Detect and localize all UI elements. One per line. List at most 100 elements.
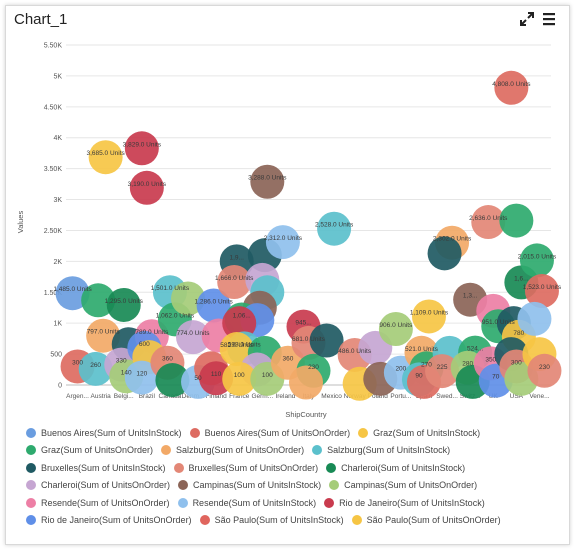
- bubble[interactable]: [196, 288, 231, 323]
- legend-row: Charleroi(Sum of UnitsOnOrder) Campinas(S…: [26, 477, 566, 495]
- data-label: 4,808.0 Units: [492, 81, 531, 88]
- y-axis-title: Values: [16, 211, 25, 234]
- bubble[interactable]: [222, 361, 257, 396]
- y-tick-label: 3.50K: [44, 166, 63, 173]
- legend-label: Resende(Sum of UnitsInStock): [192, 497, 317, 508]
- chart-title-bar: Chart_1: [6, 6, 569, 34]
- data-label: 3,685.0 Units: [86, 150, 125, 157]
- x-tick-label: Argen...: [66, 393, 89, 400]
- y-tick-label: 500: [50, 352, 62, 359]
- data-label: 2,312.0 Units: [264, 235, 303, 242]
- bubble[interactable]: [317, 211, 352, 246]
- legend-label: Buenos Aires(Sum of UnitsOnOrder): [204, 427, 351, 438]
- bubble[interactable]: [289, 365, 323, 400]
- bubble[interactable]: [78, 351, 113, 386]
- bubble[interactable]: [222, 306, 257, 341]
- bubble[interactable]: [86, 318, 121, 353]
- legend-swatch: [26, 497, 36, 508]
- bubble[interactable]: [124, 131, 159, 166]
- bubble[interactable]: [81, 283, 116, 318]
- bubble[interactable]: [171, 281, 206, 316]
- x-axis-title: ShipCountry: [285, 410, 327, 419]
- expand-icon-glyph: [520, 12, 534, 26]
- data-label: 3,829.0 Units: [123, 141, 162, 148]
- bubble[interactable]: [425, 354, 460, 389]
- bubble[interactable]: [494, 70, 529, 105]
- scatter-plot: 05001K1.50K2K2.50K3K3.50K4K4.50K5K5.50K …: [16, 43, 562, 420]
- y-axis-ticks: 0 500 1K 1.50K 2K 2.50K 3K 3.50K 4K 4.50K 5K 5.50K: [44, 43, 63, 390]
- data-label: 521.0 Units: [405, 346, 439, 353]
- legend-item[interactable]: Resende(Sum of UnitsInStock): [177, 497, 317, 508]
- bubble[interactable]: [88, 140, 123, 175]
- legend-swatch: [326, 462, 337, 473]
- data-label: 2,015.0 Units: [518, 253, 557, 260]
- bubble[interactable]: [55, 276, 90, 311]
- data-label: 100: [234, 372, 245, 379]
- legend-item[interactable]: Salzburg(Sum of UnitsInStock): [312, 445, 450, 456]
- bubble[interactable]: [517, 301, 552, 336]
- x-tick-label: Finland: [205, 393, 227, 400]
- legend-swatch: [177, 497, 188, 508]
- x-tick-label: Mexico: [321, 393, 342, 400]
- x-tick-label: Swed...: [436, 393, 458, 400]
- bubble[interactable]: [129, 170, 164, 205]
- hamburger-menu-icon[interactable]: [541, 11, 557, 27]
- bubble[interactable]: [309, 323, 344, 358]
- bubble[interactable]: [527, 353, 562, 388]
- data-label: 300: [72, 359, 83, 366]
- data-label: 225: [437, 364, 448, 371]
- data-label: 260: [90, 362, 101, 369]
- bubble[interactable]: [519, 243, 554, 278]
- legend-item[interactable]: Buenos Aires(Sum of UnitsOnOrder): [189, 427, 351, 438]
- x-tick-label: Belgi...: [114, 393, 134, 400]
- legend-item[interactable]: Rio de Janeiro(Sum of UnitsOnOrder): [26, 515, 192, 526]
- data-label: 330: [116, 358, 127, 365]
- legend-item[interactable]: Salzburg(Sum of UnitsOnOrder): [161, 445, 304, 456]
- data-label: 1,286.0 Units: [194, 299, 233, 306]
- x-tick-label: France: [229, 393, 250, 400]
- legend-item[interactable]: Bruxelles(Sum of UnitsInStock): [26, 462, 166, 473]
- bubble[interactable]: [411, 299, 446, 334]
- legend-item[interactable]: Charleroi(Sum of UnitsInStock): [326, 462, 465, 473]
- legend-item[interactable]: Charleroi(Sum of UnitsOnOrder): [26, 480, 170, 491]
- legend-item[interactable]: Campinas(Sum of UnitsInStock): [178, 480, 321, 491]
- legend-item[interactable]: Buenos Aires(Sum of UnitsInStock): [26, 427, 182, 438]
- bubble[interactable]: [250, 164, 285, 199]
- data-label: 951.0 Units: [482, 319, 516, 326]
- legend-label: Bruxelles(Sum of UnitsOnOrder): [188, 462, 319, 473]
- legend-item[interactable]: Resende(Sum of UnitsOnOrder): [26, 497, 170, 508]
- legend-swatch: [161, 445, 172, 456]
- bubble[interactable]: [124, 360, 159, 395]
- legend-swatch: [351, 515, 362, 526]
- bubble[interactable]: [378, 311, 413, 346]
- y-tick-label: 5K: [53, 73, 62, 80]
- data-label: 774.0 Units: [177, 330, 211, 337]
- legend-item[interactable]: São Paulo(Sum of UnitsInStock): [199, 515, 344, 526]
- legend-item[interactable]: Campinas(Sum of UnitsOnOrder): [329, 480, 477, 491]
- legend-item[interactable]: Rio de Janeiro(Sum of UnitsInStock): [324, 497, 485, 508]
- x-tick-label: Portu...: [390, 393, 411, 400]
- y-tick-label: 1K: [53, 321, 62, 328]
- x-tick-label: Austria: [91, 393, 112, 400]
- bubble[interactable]: [176, 320, 211, 355]
- bubble[interactable]: [155, 363, 190, 398]
- bubble[interactable]: [265, 225, 300, 260]
- data-label: 140: [121, 369, 132, 376]
- legend-item[interactable]: Graz(Sum of UnitsOnOrder): [26, 445, 153, 456]
- bubble[interactable]: [471, 205, 506, 240]
- x-tick-label: Vene...: [529, 393, 549, 400]
- bubble[interactable]: [217, 265, 252, 300]
- data-label: 230: [308, 364, 319, 371]
- legend-item[interactable]: Graz(Sum of UnitsInStock): [358, 427, 480, 438]
- legend-item[interactable]: Bruxelles(Sum of UnitsOnOrder): [173, 462, 319, 473]
- bubble[interactable]: [524, 274, 559, 309]
- bubble[interactable]: [499, 203, 534, 238]
- bubble[interactable]: [219, 332, 254, 367]
- expand-icon[interactable]: [519, 11, 535, 27]
- legend-item[interactable]: São Paulo(Sum of UnitsOnOrder): [351, 515, 501, 526]
- bubble[interactable]: [106, 287, 141, 322]
- bubble[interactable]: [427, 236, 462, 271]
- legend-label: Bruxelles(Sum of UnitsInStock): [41, 462, 166, 473]
- data-label: 350: [485, 356, 496, 363]
- data-label: 789.0 Units: [135, 329, 169, 336]
